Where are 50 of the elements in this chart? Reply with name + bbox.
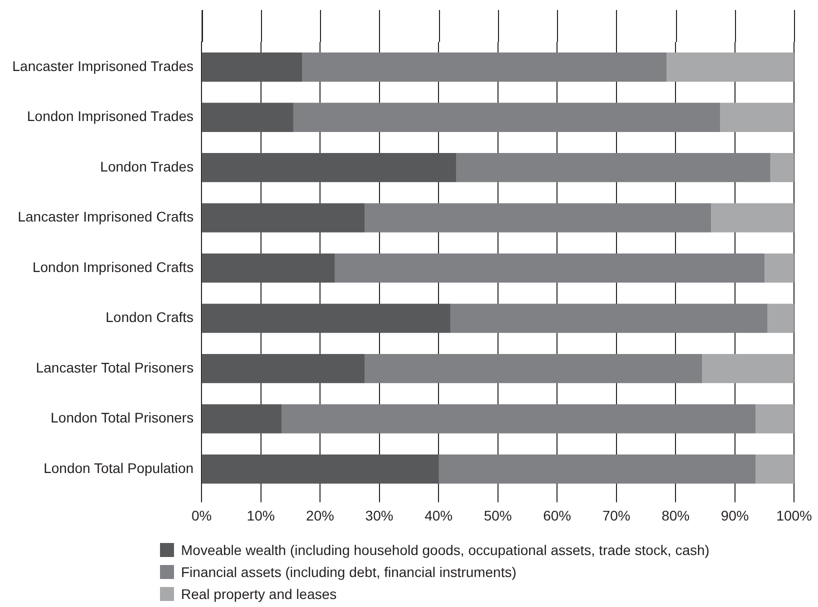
bar [202, 153, 456, 182]
x-tick-label: 80% [662, 507, 690, 524]
y-tick-label: Lancaster Total Prisoners [36, 359, 194, 376]
bar [282, 404, 756, 434]
bar [720, 102, 794, 132]
bar [767, 304, 794, 333]
bar [702, 354, 794, 384]
bar [202, 203, 365, 232]
x-tick-label: 10% [246, 507, 275, 524]
x-tick-label: 70% [602, 507, 630, 524]
bar [438, 454, 756, 484]
x-tick-label: 60% [543, 507, 572, 524]
legend-label: Real property and leases [181, 586, 337, 602]
bar [756, 454, 794, 484]
x-tick-label: 0% [191, 507, 212, 524]
y-tick-label: London Imprisoned Trades [27, 108, 194, 124]
bar [764, 254, 794, 283]
bar [202, 102, 294, 132]
bar [666, 52, 794, 82]
bar [711, 203, 794, 232]
bar [770, 153, 794, 182]
y-tick-label: London Trades [100, 158, 194, 174]
bar [202, 254, 335, 283]
x-tick-label: 90% [720, 507, 749, 524]
y-tick-label: Lancaster Imprisoned Trades [12, 58, 194, 74]
x-tick-label: 100% [776, 507, 812, 524]
bar [450, 304, 768, 333]
bar [202, 354, 365, 384]
legend-label: Moveable wealth (including household goods, occupational assets, trade stock, cash) [181, 542, 710, 558]
x-tick-label: 40% [424, 507, 453, 524]
x-tick-label: 50% [484, 507, 512, 524]
legend-label: Financial assets (including debt, financial instruments) [181, 564, 516, 580]
bar [364, 354, 702, 384]
y-tick-label: London Total Prisoners [50, 410, 194, 426]
bar [202, 404, 282, 434]
y-tick-label: London Total Population [44, 460, 194, 476]
y-tick-label: London Crafts [106, 309, 194, 326]
bar [202, 454, 439, 484]
bar [302, 52, 667, 82]
bar [456, 153, 770, 182]
bar [756, 404, 794, 434]
bar [364, 203, 712, 232]
y-tick-label: London Imprisoned Crafts [32, 258, 194, 275]
bar [202, 304, 450, 333]
x-tick-label: 30% [365, 507, 394, 524]
bar [334, 254, 764, 283]
x-tick-label: 20% [306, 507, 334, 524]
bar [202, 52, 302, 82]
bar [293, 102, 720, 132]
y-tick-label: Lancaster Imprisoned Crafts [18, 208, 194, 225]
